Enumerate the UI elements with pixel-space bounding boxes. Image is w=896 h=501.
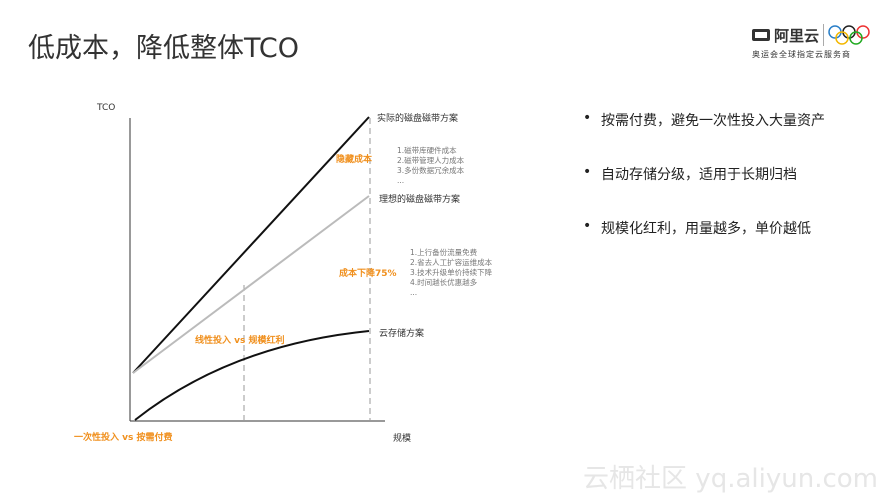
- list-item: 4.时间越长优惠越多: [410, 278, 478, 287]
- olympic-rings-icon: [823, 24, 870, 46]
- y-axis-label: TCO: [97, 103, 116, 113]
- list-item: 2.省去人工扩容运维成本: [410, 258, 493, 267]
- list-item: 3.技术升级单价持续下降: [410, 268, 493, 277]
- actual-line-label: 实际的磁盘磁带方案: [377, 114, 459, 124]
- page-title: 低成本，降低整体TCO: [28, 33, 300, 64]
- hidden-cost-list: 1.磁带库硬件成本 2.磁带管理人力成本 3.多份数据冗余成本 ...: [397, 146, 464, 186]
- actual-line: [132, 116, 370, 374]
- bullet-text: 按需付费，避免一次性投入大量资产: [601, 113, 825, 129]
- list-item: ...: [410, 288, 418, 297]
- reduction-list: 1.上行备份流量免费 2.省去人工扩容运维成本 3.技术升级单价持续下降 4.时…: [410, 248, 492, 298]
- list-item: 3.多份数据冗余成本: [397, 166, 465, 175]
- bullet-list: • 按需付费，避免一次性投入大量资产 • 自动存储分级，适用于长期归档 • 规模化红利…: [583, 110, 825, 272]
- aliyun-logo: 阿里云 奥运会全球指定云服务商: [752, 24, 877, 60]
- bullet-text: 规模化红利，用量越多，单价越低: [601, 221, 811, 237]
- ideal-line-label: 理想的磁盘磁带方案: [379, 195, 461, 205]
- logo-tagline: 奥运会全球指定云服务商: [752, 50, 851, 59]
- brand-name: 阿里云: [774, 26, 820, 45]
- cloud-line-label: 云存储方案: [379, 329, 425, 339]
- ideal-line: [132, 195, 370, 374]
- list-item: 1.上行备份流量免费: [410, 248, 478, 257]
- hidden-cost-label: 隐藏成本: [336, 155, 373, 165]
- list-item: 2.磁带管理人力成本: [397, 156, 465, 165]
- cloud-curve: [134, 330, 370, 421]
- aliyun-icon: [752, 29, 770, 41]
- bullet-item: • 规模化红利，用量越多，单价越低: [583, 218, 825, 272]
- list-item: 1.磁带库硬件成本: [397, 146, 457, 155]
- onetime-vs-ondemand-label: 一次性投入 vs 按需付费: [74, 433, 173, 443]
- bullet-item: • 自动存储分级，适用于长期归档: [583, 164, 825, 218]
- watermark: 云栖社区 yq.aliyun.com: [583, 464, 878, 494]
- bullet-item: • 按需付费，避免一次性投入大量资产: [583, 110, 825, 164]
- reduction-label: 成本下降75%: [339, 269, 397, 279]
- list-item: ...: [397, 176, 405, 185]
- bullet-text: 自动存储分级，适用于长期归档: [601, 167, 797, 183]
- x-axis-label: 规模: [393, 434, 412, 444]
- linear-vs-scale-label: 线性投入 vs 规模红利: [195, 336, 285, 346]
